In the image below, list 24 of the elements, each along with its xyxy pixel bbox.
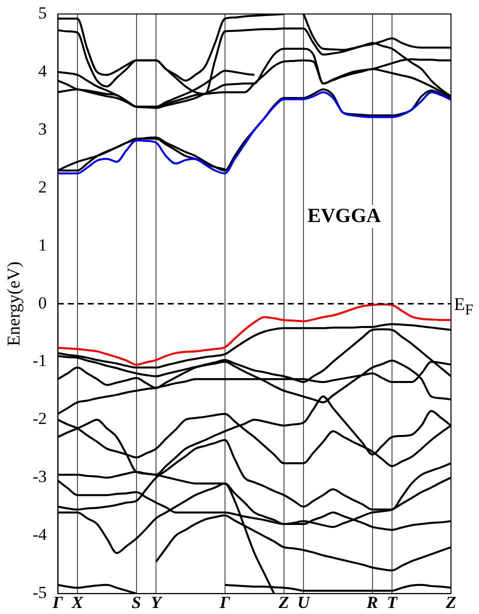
x-tick-label: R [366, 593, 378, 612]
y-tick-label: 5 [38, 3, 47, 22]
y-tick-label: -5 [32, 583, 47, 602]
x-tick-label: X [70, 593, 84, 612]
y-tick-label: -3 [32, 467, 47, 486]
x-tick-label: S [132, 593, 142, 612]
y-axis-title: Energy(eV) [4, 261, 24, 346]
y-tick-label: 4 [38, 61, 48, 80]
x-tick-label: U [297, 593, 310, 612]
y-tick-label: -2 [32, 409, 47, 428]
x-tick-label: Z [278, 593, 290, 612]
x-tick-label: T [386, 593, 398, 612]
x-tick-label: Y [150, 593, 163, 612]
y-tick-label: 2 [38, 177, 47, 196]
x-tick-label: Γ [218, 593, 231, 612]
y-tick-label: -4 [32, 525, 48, 544]
x-tick-label: Z [444, 593, 456, 612]
y-tick-label: -1 [32, 351, 47, 370]
y-tick-label: 1 [38, 235, 47, 254]
x-tick-label: Γ [52, 593, 64, 612]
y-tick-label: 0 [38, 293, 47, 312]
y-tick-label: 3 [38, 119, 47, 138]
ref-line-label: E$_{F}$ [454, 294, 474, 318]
annotation: EVGGA [306, 205, 383, 228]
